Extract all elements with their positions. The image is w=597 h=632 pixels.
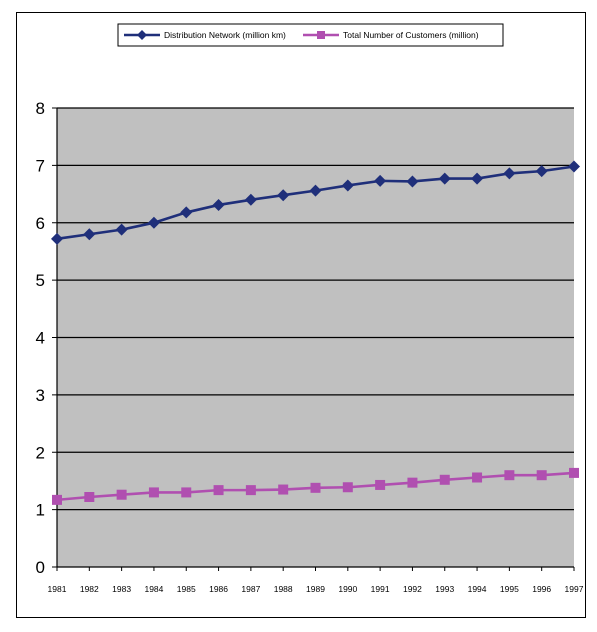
data-point-1-1985 (180, 206, 193, 219)
data-point-2-1996 (536, 470, 547, 481)
x-tick-label-1986: 1986 (209, 584, 228, 594)
data-point-1-1989 (309, 184, 322, 197)
x-tick-label-1984: 1984 (144, 584, 163, 594)
data-point-1-1987 (244, 193, 257, 206)
x-tick-label-1983: 1983 (112, 584, 131, 594)
x-tick-label-1991: 1991 (371, 584, 390, 594)
y-tick-label-1: 1 (36, 501, 45, 520)
y-tick-label-4: 4 (36, 329, 45, 348)
data-point-2-1985 (181, 487, 192, 498)
legend: Distribution Network (million km) Total N… (117, 23, 504, 47)
data-point-1-1995 (503, 167, 516, 180)
data-point-1-1984 (147, 216, 160, 229)
data-point-2-1995 (504, 470, 515, 481)
data-point-2-1987 (245, 485, 256, 496)
data-point-1-1988 (277, 189, 290, 202)
x-tick-label-1988: 1988 (274, 584, 293, 594)
x-tick-label-1987: 1987 (241, 584, 260, 594)
y-tick-label-0: 0 (36, 558, 45, 577)
legend-marker-2 (317, 31, 325, 39)
data-point-1-1992 (406, 175, 419, 188)
y-tick-label-3: 3 (36, 386, 45, 405)
data-point-1-1996 (535, 165, 548, 178)
data-point-2-1997 (569, 467, 579, 478)
series-1 (51, 160, 580, 245)
data-point-2-1986 (213, 485, 224, 496)
data-point-2-1984 (148, 487, 159, 498)
y-tick-label-2: 2 (36, 443, 45, 462)
data-point-1-1986 (212, 198, 225, 211)
y-tick-label-5: 5 (36, 271, 45, 290)
data-point-1-1990 (341, 179, 354, 192)
data-point-2-1988 (278, 484, 289, 495)
gridlines (57, 107, 574, 511)
x-tick-label-1982: 1982 (80, 584, 99, 594)
data-point-2-1993 (439, 474, 450, 485)
x-tick-label-1997: 1997 (565, 584, 584, 594)
legend-label-1: Distribution Network (million km) (164, 30, 286, 40)
x-axis-ticks: 1981 1982 1983 1984 1985 1986 1987 1988 1989 1990… (48, 567, 584, 594)
data-point-1-1982 (83, 228, 96, 241)
y-tick-label-7: 7 (36, 156, 45, 175)
series-2 (52, 467, 579, 505)
x-tick-label-1990: 1990 (338, 584, 357, 594)
data-point-1-1983 (115, 223, 128, 236)
x-tick-label-1993: 1993 (435, 584, 454, 594)
data-point-1-1997 (568, 160, 580, 173)
data-point-1-1994 (471, 172, 484, 185)
legend-label-2: Total Number of Customers (million) (343, 30, 479, 40)
data-point-2-1990 (342, 482, 353, 493)
data-point-2-1989 (310, 482, 321, 493)
x-tick-label-1992: 1992 (403, 584, 422, 594)
data-point-1-1981 (51, 232, 63, 245)
data-point-1-1991 (374, 174, 387, 187)
series-group (51, 160, 580, 505)
data-point-2-1983 (116, 489, 127, 500)
data-point-2-1981 (52, 494, 62, 505)
x-tick-label-1994: 1994 (468, 584, 487, 594)
x-tick-label-1995: 1995 (500, 584, 519, 594)
x-tick-label-1981: 1981 (48, 584, 67, 594)
data-point-2-1992 (407, 477, 418, 488)
x-tick-label-1985: 1985 (177, 584, 196, 594)
x-tick-label-1996: 1996 (532, 584, 551, 594)
data-point-2-1982 (84, 492, 95, 503)
y-tick-label-6: 6 (36, 214, 45, 233)
data-point-2-1991 (375, 479, 386, 490)
y-axis-ticks: 0 1 2 3 4 5 6 7 8 (36, 99, 57, 577)
x-tick-label-1989: 1989 (306, 584, 325, 594)
y-tick-label-8: 8 (36, 99, 45, 118)
data-point-1-1993 (438, 172, 451, 185)
data-point-2-1994 (472, 472, 483, 483)
legend-marker-1 (137, 30, 147, 40)
